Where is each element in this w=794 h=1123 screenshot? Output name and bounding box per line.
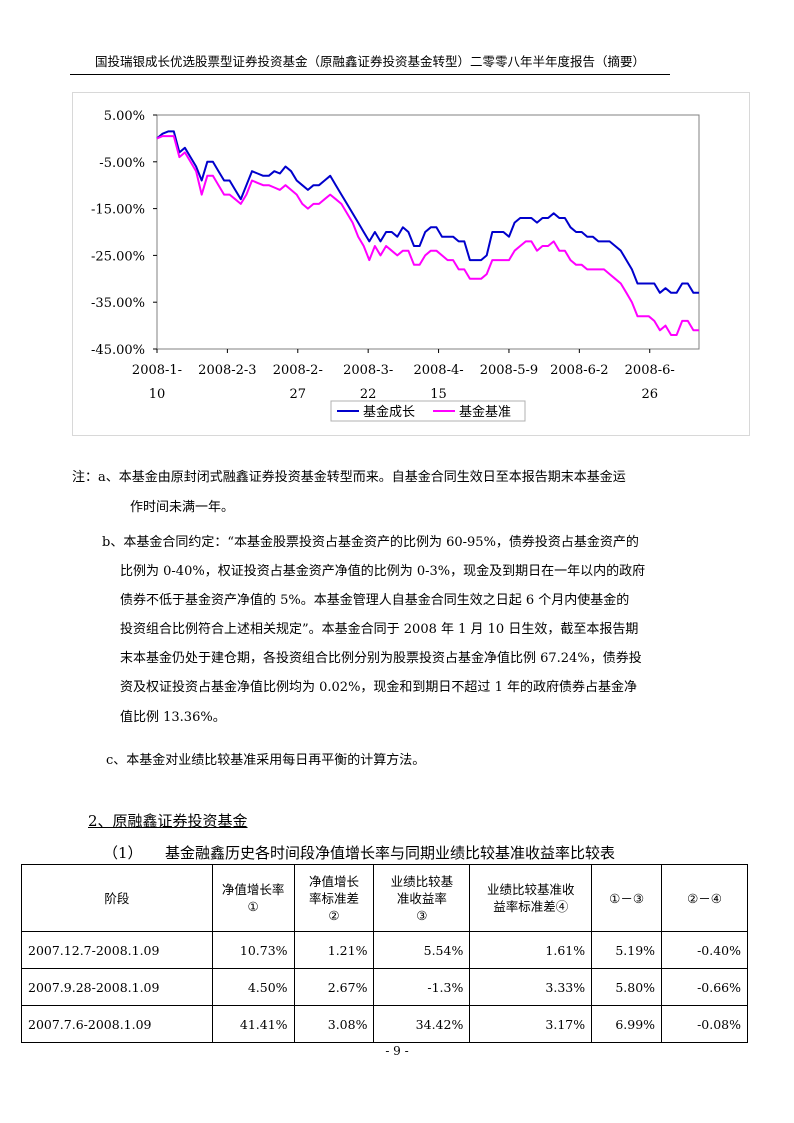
cell-benchmark-return: 5.54% bbox=[373, 931, 471, 969]
x-tick-label: 2008-3- bbox=[343, 363, 393, 378]
section-title: 2、原融鑫证券投资基金 bbox=[88, 812, 248, 830]
x-tick-label-line2: 15 bbox=[430, 387, 447, 402]
page-number: - 9 - bbox=[385, 1044, 409, 1058]
series-line-1 bbox=[156, 130, 699, 294]
legend-box bbox=[330, 400, 526, 422]
cell-diff-2-4: -0.66% bbox=[661, 968, 748, 1006]
cell-benchmark-return: 34.42% bbox=[373, 1005, 471, 1043]
y-tick-label: -45.00% bbox=[91, 343, 145, 358]
note-b-line2: 比例为 0-40%，权证投资占基金资产净值的比例为 0-3%，现金及到期日在一年… bbox=[120, 564, 646, 579]
x-tick-label-line2: 27 bbox=[290, 387, 307, 402]
y-tick-label: 5.00% bbox=[104, 109, 145, 124]
cell-period: 2007.12.7-2008.1.09 bbox=[21, 931, 213, 969]
page-header: 国投瑞银成长优选股票型证券投资基金（原融鑫证券投资基金转型）二零零八年半年度报告… bbox=[70, 52, 670, 75]
legend-label: 基金基准 bbox=[459, 404, 511, 420]
header-benchmark-std: 业绩比较基准收 益率标准差④ bbox=[469, 864, 593, 932]
y-tick-label: -35.00% bbox=[91, 296, 145, 311]
header-benchmark-return: 业绩比较基 准收益率 ③ bbox=[373, 864, 471, 932]
cell-benchmark-return: -1.3% bbox=[373, 968, 471, 1006]
note-b-line7: 值比例 13.36%。 bbox=[120, 710, 226, 725]
x-tick-label: 2008-6- bbox=[625, 363, 675, 378]
series-line-2 bbox=[156, 135, 699, 336]
note-c-line1: c、本基金对业绩比较基准采用每日再平衡的计算方法。 bbox=[106, 753, 426, 768]
chart-svg: 5.00% -5.00% -15.00% -25.00% -35.00% -45.00% 2… bbox=[91, 109, 700, 422]
table-header-row: 阶段 净值增长率 ① 净值增长 率标准差 ② 业绩比较基 准收益率 ③ 业绩比较基准收 益率… bbox=[21, 864, 748, 932]
cell-period: 2007.9.28-2008.1.09 bbox=[21, 968, 213, 1006]
note-a-line1: 注：a、本基金由原封闭式融鑫证券投资基金转型而来。自基金合同生效日至本报告期末本… bbox=[72, 470, 626, 485]
cell-diff-1-3: 6.99% bbox=[591, 1005, 663, 1043]
cell-period: 2007.7.6-2008.1.09 bbox=[21, 1005, 213, 1043]
x-tick-label: 2008-4- bbox=[413, 363, 463, 378]
plot-area bbox=[156, 114, 700, 350]
table-row: 2007.9.28-2008.1.09 4.50% 2.67% -1.3% 3.… bbox=[21, 968, 748, 1006]
x-tick-label: 2008-1- bbox=[132, 363, 182, 378]
x-tick-label-line2: 10 bbox=[149, 387, 166, 402]
cell-benchmark-std: 3.17% bbox=[469, 1005, 593, 1043]
note-b-line3: 债券不低于基金资产净值的 5%。本基金管理人自基金合同生效之日起 6 个月内使基… bbox=[120, 593, 630, 608]
cell-nav-std: 2.67% bbox=[293, 968, 375, 1006]
y-tick-label: -25.00% bbox=[91, 249, 145, 264]
cell-diff-1-3: 5.80% bbox=[591, 968, 663, 1006]
x-tick-label: 2008-5-9 bbox=[480, 363, 538, 378]
note-b-line5: 末本基金仍处于建仓期，各投资组合比例分别为股票投资占基金净值比例 67.24%，… bbox=[120, 651, 642, 666]
x-tick-label: 2008-2-3 bbox=[198, 363, 256, 378]
cell-nav-growth: 4.50% bbox=[211, 968, 295, 1006]
note-b-line1: b、本基金合同约定：“本基金股票投资占基金资产的比例为 60-95%，债券投资占… bbox=[102, 535, 639, 550]
header-period: 阶段 bbox=[21, 864, 213, 932]
cell-nav-growth: 10.73% bbox=[211, 931, 295, 969]
y-tick-label: -5.00% bbox=[99, 156, 145, 171]
legend-label: 基金成长 bbox=[363, 404, 415, 420]
header-nav-growth: 净值增长率 ① bbox=[211, 864, 295, 932]
header-diff-2-4: ②－④ bbox=[661, 864, 748, 932]
x-tick-label-line2: 26 bbox=[641, 387, 658, 402]
cell-diff-2-4: -0.08% bbox=[661, 1005, 748, 1043]
x-tick-label-line2: 22 bbox=[360, 387, 377, 402]
table-row: 2007.7.6-2008.1.09 41.41% 3.08% 34.42% 3… bbox=[21, 1005, 748, 1043]
cell-nav-growth: 41.41% bbox=[211, 1005, 295, 1043]
header-title: 国投瑞银成长优选股票型证券投资基金（原融鑫证券投资基金转型）二零零八年半年度报告… bbox=[94, 54, 645, 69]
y-tick-label: -15.00% bbox=[91, 203, 145, 218]
note-b-line6: 资及权证投资占基金净值比例均为 0.02%，现金和到期日不超过 1 年的政府债券… bbox=[120, 680, 637, 695]
cell-diff-1-3: 5.19% bbox=[591, 931, 663, 969]
comparison-table: 阶段 净值增长率 ① 净值增长 率标准差 ② 业绩比较基 准收益率 ③ 业绩比较基准收 益率… bbox=[21, 864, 748, 1043]
cell-benchmark-std: 3.33% bbox=[469, 968, 593, 1006]
x-tick-label: 2008-6-2 bbox=[550, 363, 608, 378]
cell-diff-2-4: -0.40% bbox=[661, 931, 748, 969]
header-nav-std: 净值增长 率标准差 ② bbox=[293, 864, 375, 932]
x-tick-label: 2008-2- bbox=[273, 363, 323, 378]
cell-benchmark-std: 1.61% bbox=[469, 931, 593, 969]
header-diff-1-3: ①－③ bbox=[591, 864, 663, 932]
note-b-line4: 投资组合比例符合上述相关规定”。本基金合同于 2008 年 1 月 10 日生效… bbox=[120, 622, 639, 637]
note-a-line2: 作时间未满一年。 bbox=[130, 500, 235, 515]
cell-nav-std: 1.21% bbox=[293, 931, 375, 969]
performance-chart: 5.00% -5.00% -15.00% -25.00% -35.00% -45.00% 2… bbox=[72, 92, 750, 436]
table-title: （1） 基金融鑫历史各时间段净值增长率与同期业绩比较基准收益率比较表 bbox=[103, 844, 616, 862]
table-row: 2007.12.7-2008.1.09 10.73% 1.21% 5.54% 1… bbox=[21, 931, 748, 969]
cell-nav-std: 3.08% bbox=[293, 1005, 375, 1043]
